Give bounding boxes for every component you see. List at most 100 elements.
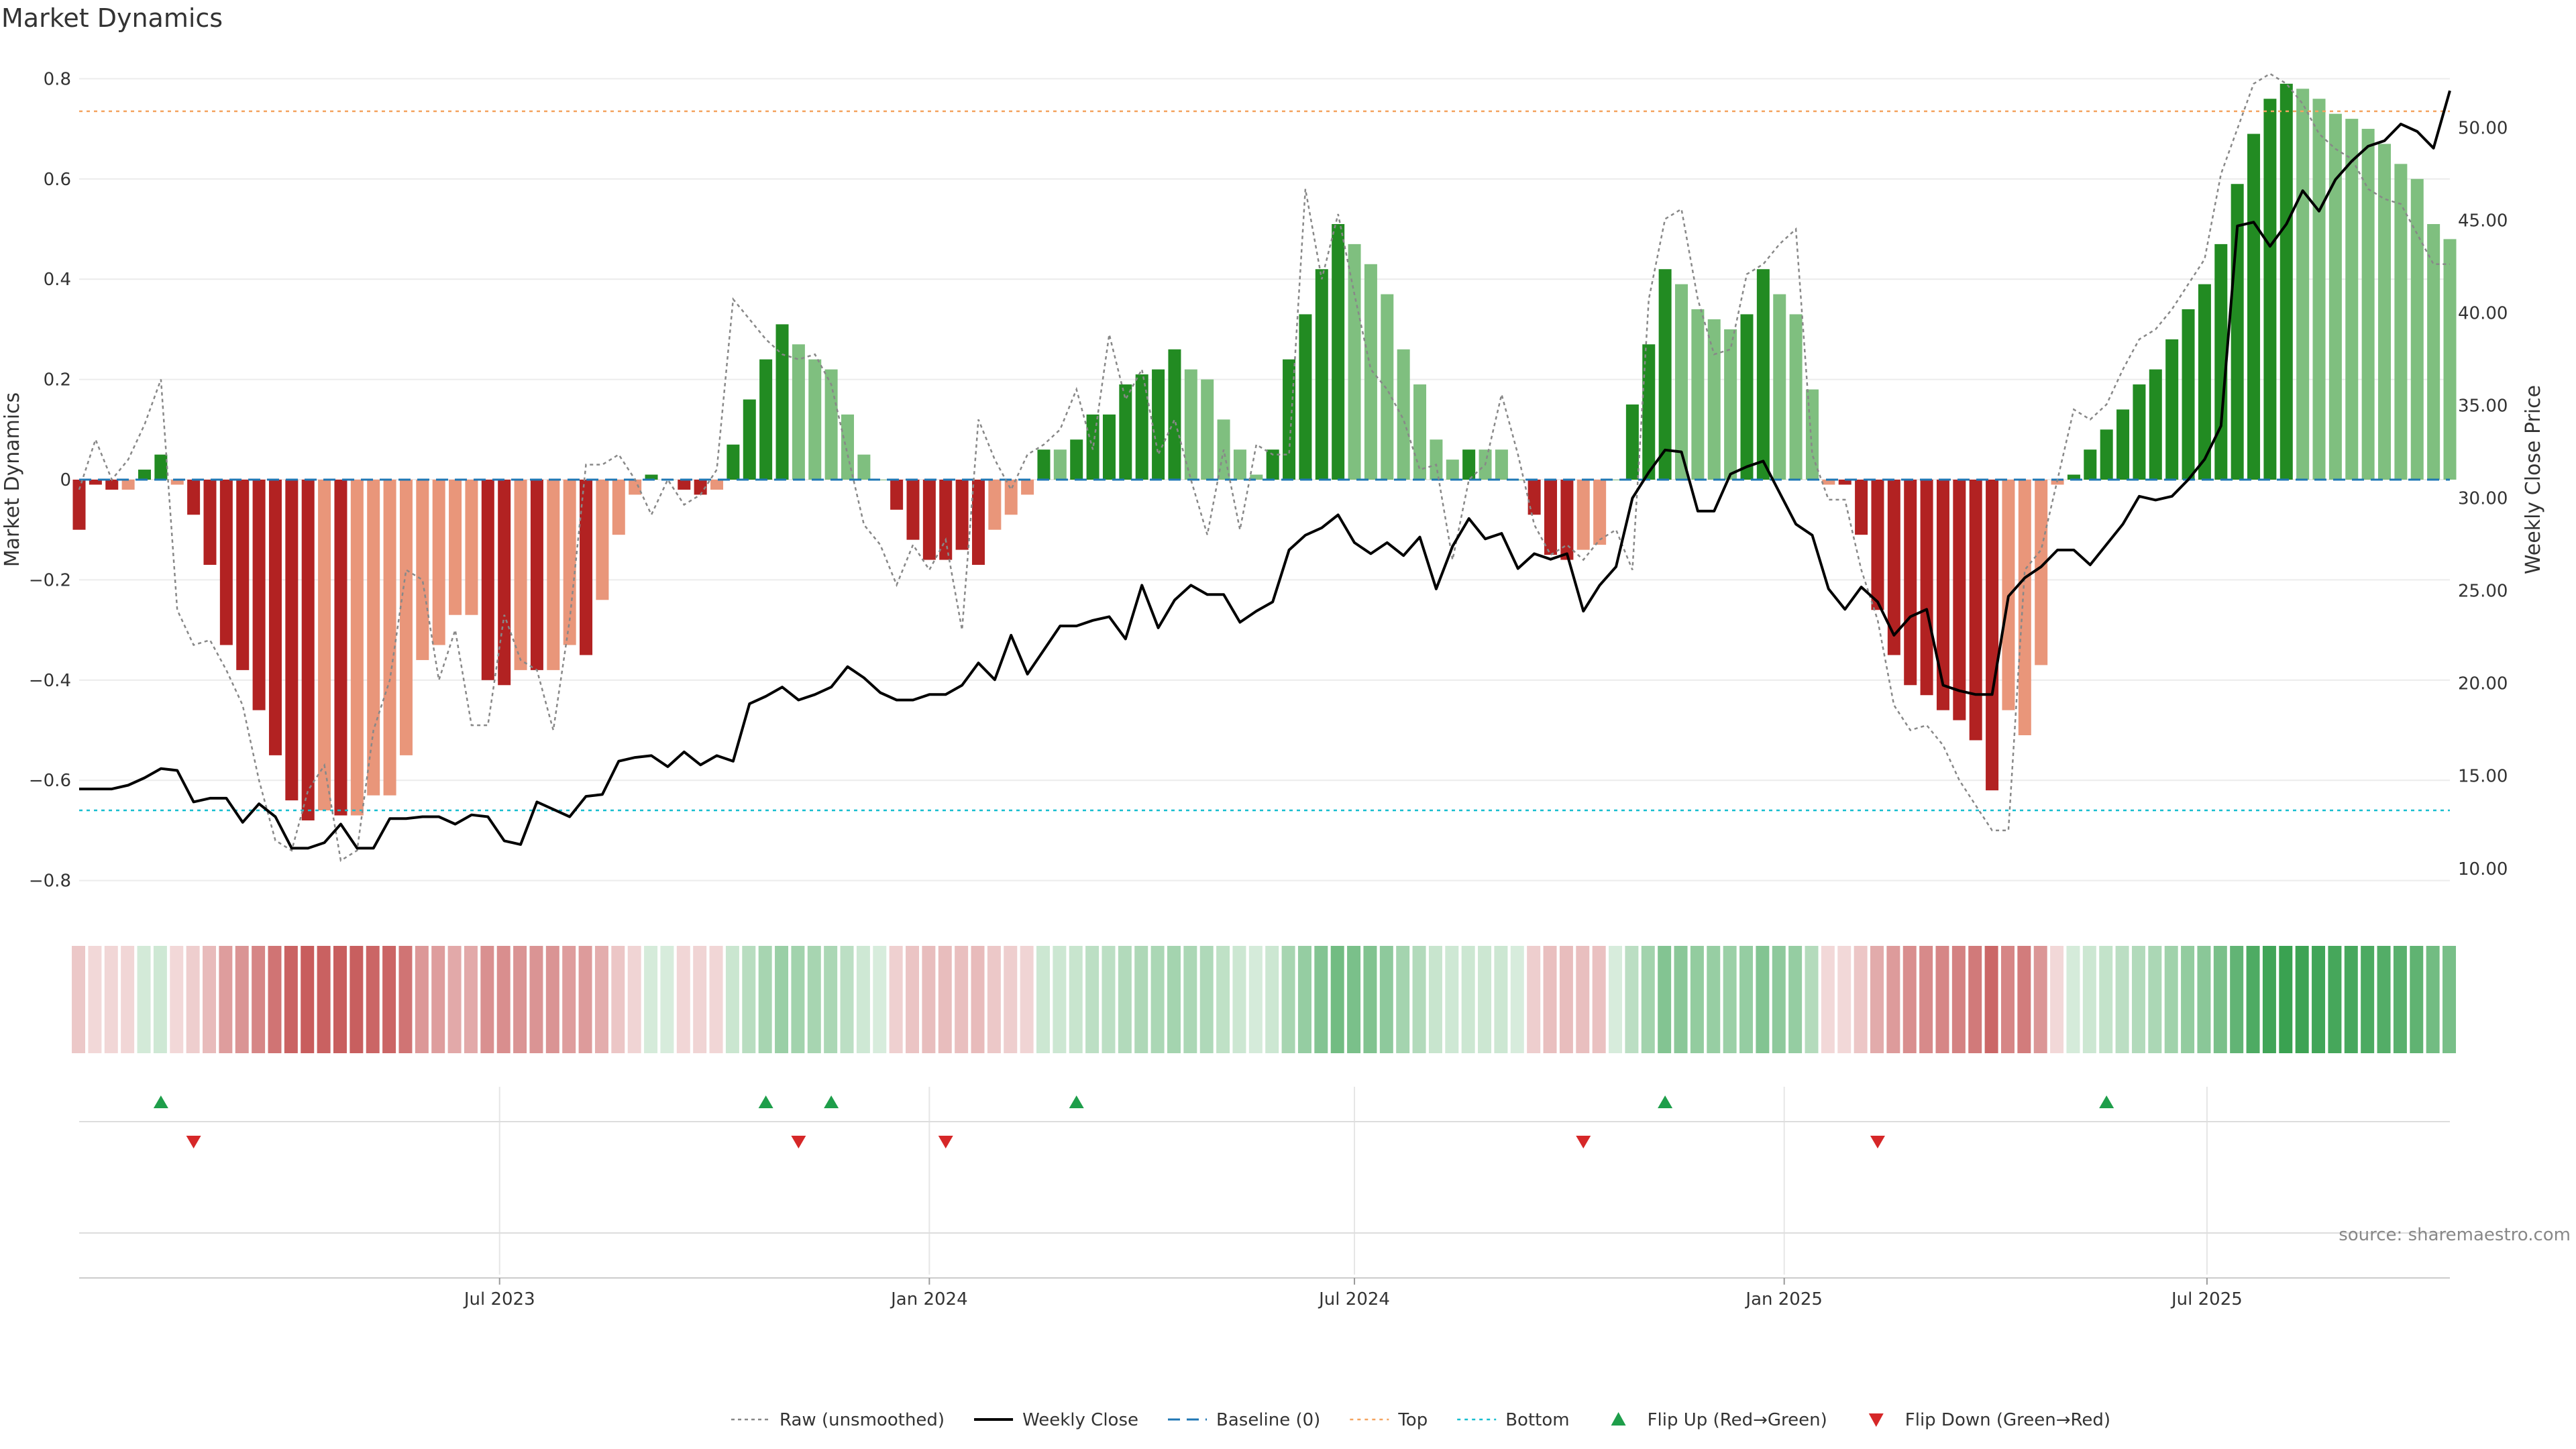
- flip-up-marker: [1069, 1095, 1084, 1108]
- strength-cell: [2426, 946, 2440, 1053]
- strength-cell: [2213, 946, 2227, 1053]
- legend-label: Raw (unsmoothed): [780, 1410, 945, 1430]
- dynamics-bar: [2312, 99, 2326, 480]
- strength-cell: [2033, 946, 2047, 1053]
- dynamics-bar: [1936, 480, 1949, 710]
- dynamics-bar: [2279, 83, 2293, 480]
- strength-cell: [709, 946, 723, 1053]
- strength-cell: [742, 946, 756, 1053]
- dynamics-bar: [775, 324, 789, 480]
- strength-cell: [464, 946, 478, 1053]
- dynamics-bar: [596, 480, 609, 600]
- strength-cell: [725, 946, 739, 1053]
- dynamics-bar: [1887, 480, 1900, 655]
- dynamics-bar: [2345, 119, 2359, 480]
- dynamics-bar: [1593, 480, 1607, 545]
- dynamics-bar: [1855, 480, 1868, 535]
- dynamics-bar: [1740, 314, 1754, 480]
- strength-cell: [594, 946, 608, 1053]
- strength-cell: [1854, 946, 1868, 1053]
- dynamics-bar: [1381, 294, 1394, 480]
- strength-cell: [775, 946, 789, 1053]
- dynamics-bar: [1184, 369, 1197, 480]
- dynamics-bar: [1822, 480, 1835, 485]
- dynamics-bar: [2084, 449, 2097, 480]
- strength-cell: [513, 946, 527, 1053]
- strength-cell: [758, 946, 772, 1053]
- strength-cell: [1690, 946, 1704, 1053]
- dynamics-bar: [203, 480, 217, 565]
- flip-markers-panel: [79, 1095, 2450, 1148]
- bottom-panel: Jul 2023 Jan 2024 Jul 2024 Jan 2025 Jul 2025: [79, 1232, 2450, 1309]
- strength-cell: [1592, 946, 1606, 1053]
- strength-cell: [2164, 946, 2178, 1053]
- strength-cell: [1265, 946, 1279, 1053]
- strength-cell: [1412, 946, 1426, 1053]
- dynamics-bar: [2100, 429, 2113, 480]
- strength-cell: [2148, 946, 2162, 1053]
- strength-cell: [1723, 946, 1737, 1053]
- y2-tick-label: 50.00: [2458, 118, 2508, 138]
- strength-cell: [480, 946, 494, 1053]
- dynamics-bar: [2035, 480, 2048, 665]
- strength-cell: [955, 946, 969, 1053]
- strength-cell: [301, 946, 315, 1053]
- weekly-close-line: [79, 90, 2451, 850]
- strength-cell: [676, 946, 690, 1053]
- dynamics-bar: [988, 480, 1002, 530]
- dynamics-bar: [2214, 244, 2228, 480]
- dynamics-bar: [1021, 480, 1034, 495]
- dynamics-bar: [1560, 480, 1574, 560]
- strength-cell: [1314, 946, 1328, 1053]
- dynamics-bar: [2328, 113, 2342, 480]
- dynamics-bar: [547, 480, 560, 670]
- strength-cell: [284, 946, 298, 1053]
- strength-cell: [2017, 946, 2031, 1053]
- strength-cell: [2295, 946, 2309, 1053]
- x-tick-label: Jan 2024: [890, 1289, 968, 1309]
- dynamics-bar: [72, 480, 86, 530]
- strength-cell: [398, 946, 413, 1053]
- strength-cell: [1951, 946, 1966, 1053]
- dynamics-bar: [1119, 384, 1132, 480]
- y2-tick-label: 40.00: [2458, 304, 2508, 324]
- strength-cell: [2230, 946, 2244, 1053]
- strength-cell: [1085, 946, 1099, 1053]
- dynamics-bar: [890, 480, 904, 510]
- strength-cell: [1772, 946, 1786, 1053]
- strength-cell: [922, 946, 936, 1053]
- dynamics-bar: [187, 480, 201, 515]
- dynamics-bar: [1037, 449, 1051, 480]
- y-tick-label: 0.4: [44, 270, 71, 290]
- strength-cell: [1641, 946, 1655, 1053]
- strength-cell: [1134, 946, 1148, 1053]
- flip-up-marker: [758, 1095, 773, 1108]
- dynamics-bar: [1332, 224, 1345, 480]
- flip-up-marker: [2099, 1095, 2114, 1108]
- y2-tick-label: 25.00: [2458, 582, 2508, 602]
- strength-cell: [2246, 946, 2260, 1053]
- strength-cell: [840, 946, 854, 1053]
- strength-cell: [2066, 946, 2080, 1053]
- y-tick-label: −0.4: [29, 671, 71, 691]
- strength-cell: [153, 946, 167, 1053]
- dynamics-bar: [1397, 349, 1410, 480]
- strength-cell: [1445, 946, 1459, 1053]
- dynamics-bar: [1152, 369, 1165, 480]
- dynamics-bar: [1348, 244, 1361, 480]
- strength-cell: [2410, 946, 2424, 1053]
- dynamics-bar: [2067, 474, 2080, 480]
- strength-cell: [88, 946, 102, 1053]
- strength-cell: [2262, 946, 2276, 1053]
- flip-down-marker: [1576, 1136, 1591, 1148]
- legend-label: Baseline (0): [1216, 1410, 1320, 1430]
- dynamics-bar: [105, 480, 119, 490]
- dynamics-bar: [285, 480, 299, 801]
- dynamics-bar: [612, 480, 625, 535]
- dynamics-bar: [498, 480, 511, 686]
- dynamics-bar: [2427, 224, 2440, 480]
- source-note: source: sharemaestro.com: [2339, 1225, 2571, 1245]
- dynamics-bar: [1576, 480, 1590, 550]
- strength-cell: [1919, 946, 1933, 1053]
- y-tick-label: 0: [60, 470, 71, 490]
